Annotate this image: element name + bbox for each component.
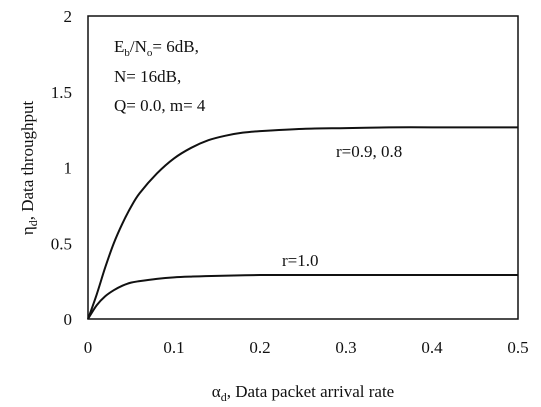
y-tick-label: 0.5 — [51, 234, 72, 253]
x-tick-label: 0.4 — [421, 338, 443, 357]
param-ebno: Eb/No= 6dB, — [114, 37, 199, 59]
x-tick-label: 0.3 — [335, 338, 356, 357]
x-axis-label: αd, Data packet arrival rate — [212, 382, 394, 404]
param-n: N= 16dB, — [114, 67, 181, 86]
x-tick-label: 0.5 — [507, 338, 528, 357]
x-tick-label: 0.1 — [163, 338, 184, 357]
series-line-r10 — [87, 274, 518, 320]
y-axis-ticks: 0 0.5 1 1.5 2 — [51, 7, 72, 329]
series-label-r10: r=1.0 — [282, 251, 319, 270]
y-tick-label: 2 — [64, 7, 73, 26]
x-axis-ticks: 0 0.1 0.2 0.3 0.4 0.5 — [84, 338, 529, 357]
series-label-r09-08: r=0.9, 0.8 — [336, 142, 402, 161]
y-tick-label: 1 — [64, 159, 73, 178]
param-q-m: Q= 0.0, m= 4 — [114, 96, 206, 115]
x-tick-label: 0.2 — [249, 338, 270, 357]
y-tick-label: 0 — [64, 310, 73, 329]
series-layer — [87, 126, 518, 320]
x-tick-label: 0 — [84, 338, 93, 357]
plot-area-frame — [87, 15, 519, 320]
y-axis-label: ηd, Data throughput — [18, 101, 40, 236]
series-line-r09-08 — [87, 126, 518, 320]
y-tick-label: 1.5 — [51, 83, 72, 102]
